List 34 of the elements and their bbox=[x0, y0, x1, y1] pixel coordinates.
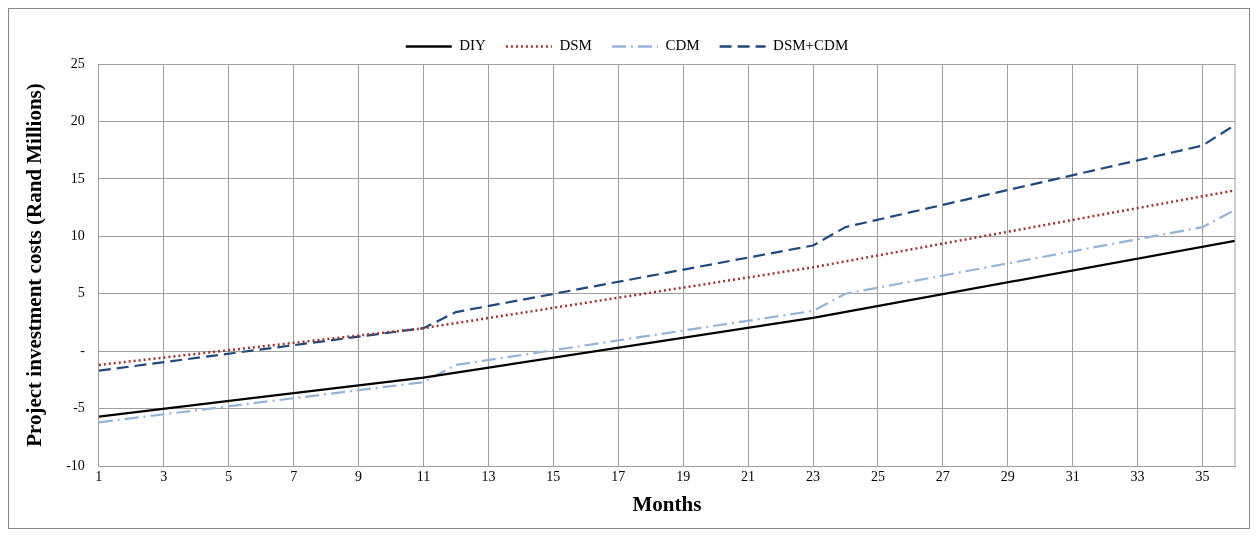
x-tick-label: 25 bbox=[870, 469, 885, 485]
x-tick-label: 23 bbox=[806, 469, 821, 485]
legend-label: CDM bbox=[665, 37, 700, 54]
x-tick-label: 27 bbox=[935, 469, 950, 485]
y-axis-title: Project investment costs (Rand Millions) bbox=[22, 83, 47, 447]
y-tick-label: 20 bbox=[70, 113, 85, 129]
y-tick-label: 5 bbox=[77, 285, 85, 301]
x-axis-title: Months bbox=[632, 491, 702, 516]
x-tick-label: 1 bbox=[95, 469, 103, 485]
x-tick-label: 35 bbox=[1195, 469, 1210, 485]
y-tick-label: 15 bbox=[70, 170, 85, 186]
x-tick-label: 5 bbox=[225, 469, 233, 485]
x-tick-label: 21 bbox=[741, 469, 756, 485]
y-tick-label: 10 bbox=[70, 227, 85, 243]
legend-label: DSM bbox=[559, 37, 592, 54]
legend-label: DIY bbox=[459, 37, 487, 54]
x-tick-label: 17 bbox=[611, 469, 626, 485]
y-tick-label: -5 bbox=[73, 400, 85, 416]
x-tick-label: 29 bbox=[1000, 469, 1015, 485]
x-tick-label: 7 bbox=[290, 469, 298, 485]
line-series bbox=[98, 189, 1235, 367]
x-tick-label: 15 bbox=[546, 469, 561, 485]
x-tick-label: 11 bbox=[416, 469, 431, 485]
x-tick-label: 31 bbox=[1065, 469, 1080, 485]
x-tick-label: 19 bbox=[676, 469, 691, 485]
x-tick-label: 3 bbox=[160, 469, 168, 485]
y-tick-label: -10 bbox=[66, 457, 85, 473]
line-series bbox=[98, 208, 1235, 424]
y-tick-label: 25 bbox=[70, 55, 85, 71]
x-tick-label: 13 bbox=[481, 469, 496, 485]
y-tick-label: - bbox=[80, 342, 86, 358]
legend-label: DSM+CDM bbox=[773, 37, 849, 54]
x-tick-label: 9 bbox=[355, 469, 363, 485]
x-tick-label: 33 bbox=[1130, 469, 1145, 485]
